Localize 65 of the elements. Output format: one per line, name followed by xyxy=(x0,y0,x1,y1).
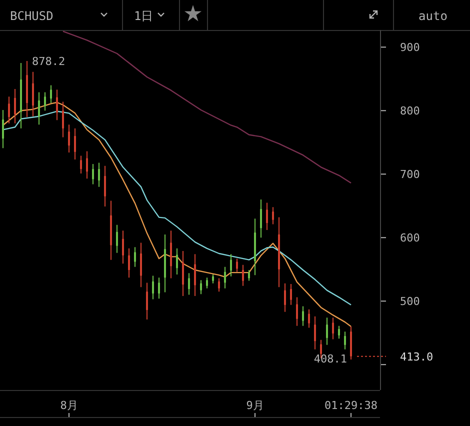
x-tick-label: 9月 xyxy=(246,399,264,412)
candlestick xyxy=(284,282,286,312)
candlestick xyxy=(218,278,220,292)
candlestick xyxy=(266,202,268,230)
y-tick-label: 600 xyxy=(400,232,420,245)
candlestick xyxy=(194,254,196,297)
candlestick xyxy=(188,272,190,296)
text: auto xyxy=(418,9,448,23)
y-tick-label: 700 xyxy=(400,168,420,182)
annotation: 878.2 xyxy=(32,54,66,68)
x-tick-label: 8月 xyxy=(60,399,78,412)
candlestick xyxy=(302,306,304,326)
candlestick xyxy=(56,89,58,121)
candlestick xyxy=(98,162,100,188)
candlestick xyxy=(206,277,208,289)
candlestick xyxy=(68,124,70,154)
candlestick xyxy=(230,254,232,277)
candlestick xyxy=(14,88,16,124)
candlestick xyxy=(176,248,178,275)
y-tick-label: 500 xyxy=(400,295,420,308)
candlestick xyxy=(146,282,148,320)
candlestick xyxy=(38,92,40,126)
candlestick xyxy=(32,71,34,117)
candlestick xyxy=(86,150,88,180)
candlestick xyxy=(152,275,154,300)
y-tick-label: 900 xyxy=(400,41,420,54)
candlestick xyxy=(236,258,238,272)
candlestick xyxy=(44,92,46,112)
candlestick xyxy=(92,163,94,185)
y-tick-label: 800 xyxy=(400,104,420,118)
candlestick xyxy=(104,165,106,208)
candlestick xyxy=(122,230,124,264)
candlestick xyxy=(128,248,130,278)
chart-title: BCHUSD xyxy=(10,9,54,23)
candlestick xyxy=(2,110,4,149)
candlestick xyxy=(50,84,52,104)
candlestick xyxy=(170,230,172,279)
candlestick xyxy=(158,277,160,300)
candlestick xyxy=(290,283,292,306)
candlestick xyxy=(200,280,202,295)
candlestick xyxy=(134,246,136,268)
candlestick xyxy=(116,224,118,254)
candlestick xyxy=(296,296,298,326)
candlestick xyxy=(320,339,322,359)
candlestick xyxy=(62,101,64,138)
candlestick xyxy=(260,199,262,238)
candlestick xyxy=(182,250,184,297)
candlestick xyxy=(338,325,340,340)
candlestick xyxy=(314,316,316,350)
candlestick xyxy=(248,270,250,282)
candlestick xyxy=(272,206,274,225)
candlestick xyxy=(326,317,328,346)
candlestick xyxy=(140,242,142,288)
candlestick xyxy=(80,155,82,174)
candlestick xyxy=(332,317,334,340)
candlestick xyxy=(308,308,310,328)
x-tick-label: 01:29:38 xyxy=(324,399,378,412)
ref-line-label: 413.0 xyxy=(400,350,434,364)
candlestick xyxy=(242,264,244,286)
annotation: 408.1 xyxy=(314,352,347,366)
candlestick xyxy=(344,331,346,350)
candlestick xyxy=(8,96,10,124)
candlestick xyxy=(224,266,226,289)
text: 1日 xyxy=(134,9,154,23)
candlestick xyxy=(74,128,76,160)
